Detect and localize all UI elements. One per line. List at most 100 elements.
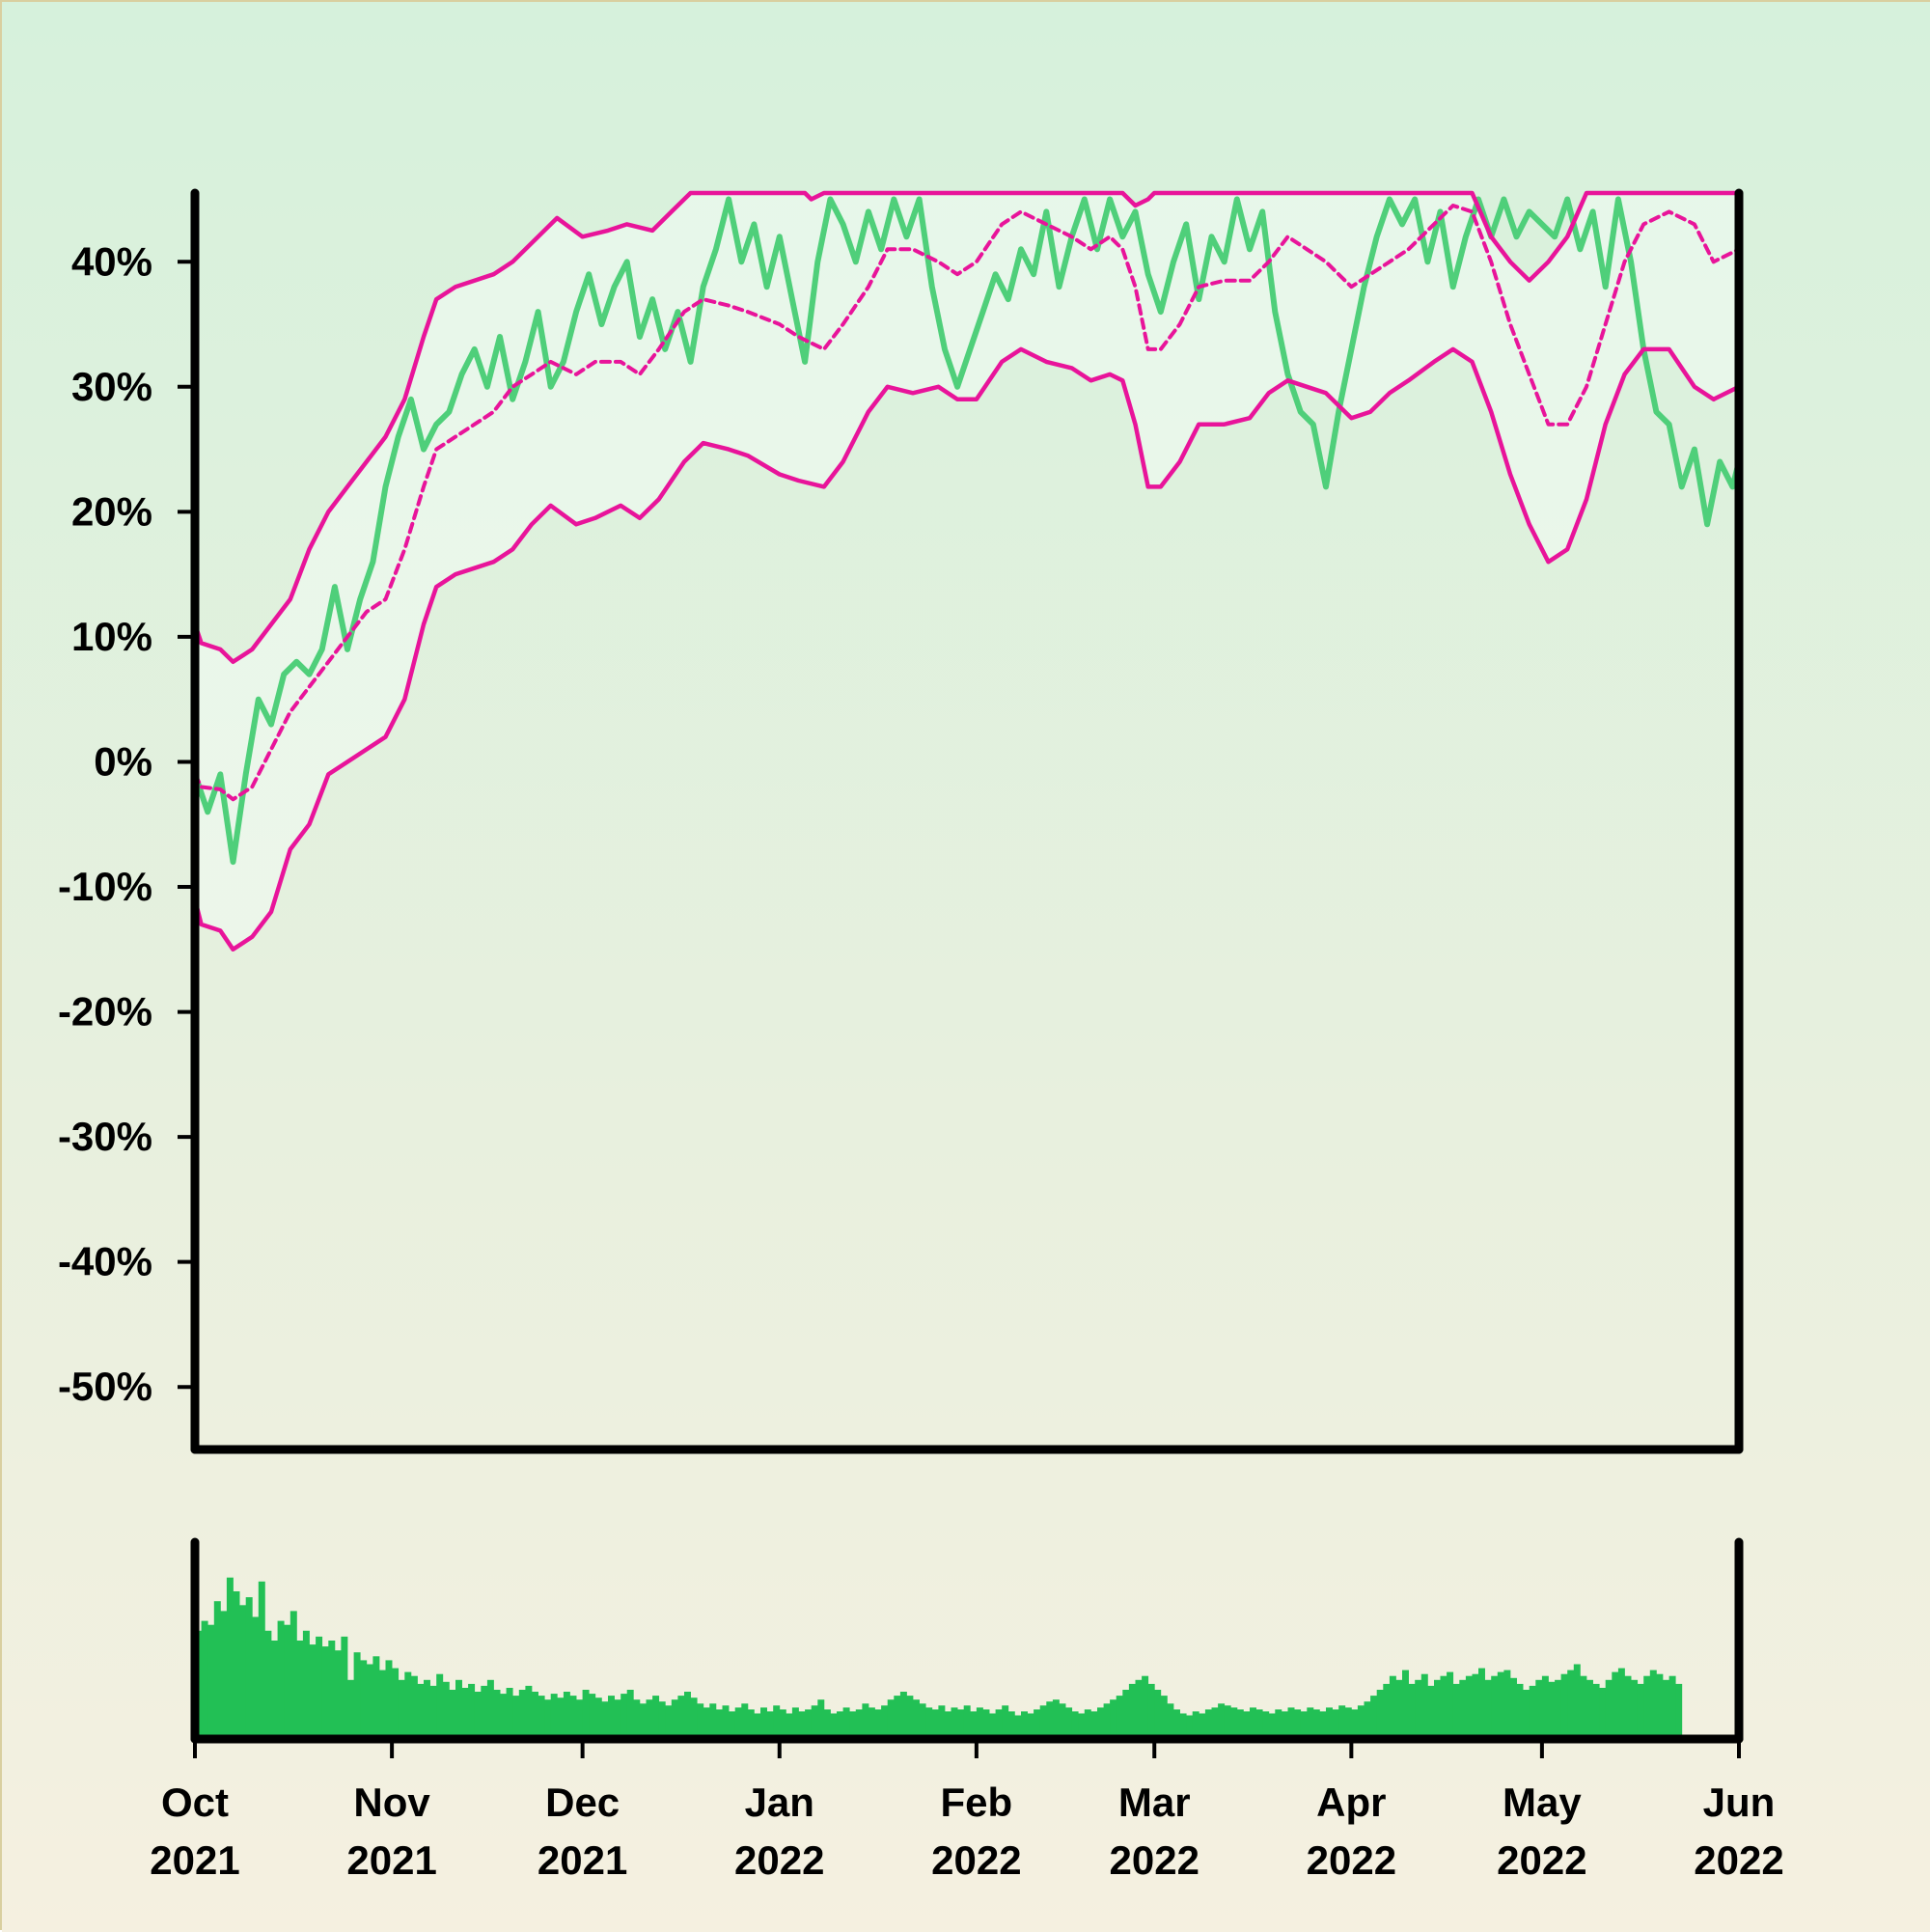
volume-bar bbox=[589, 1694, 596, 1739]
volume-bar bbox=[951, 1707, 958, 1739]
volume-bar bbox=[1110, 1699, 1117, 1739]
x-tick-label-year: 2022 bbox=[1694, 1837, 1783, 1883]
volume-bar bbox=[671, 1699, 678, 1739]
volume-bar bbox=[201, 1620, 208, 1739]
volume-bar bbox=[1224, 1705, 1231, 1739]
x-tick-label-month: Jun bbox=[1703, 1780, 1776, 1825]
volume-bar bbox=[1668, 1675, 1676, 1739]
volume-bar bbox=[791, 1707, 799, 1739]
volume-bar bbox=[563, 1692, 570, 1739]
x-tick-label-month: Nov bbox=[353, 1780, 430, 1825]
volume-bar bbox=[1491, 1675, 1499, 1739]
volume-bar bbox=[766, 1711, 774, 1739]
volume-bar bbox=[1447, 1671, 1454, 1739]
volume-bar bbox=[1351, 1709, 1359, 1739]
volume-bar bbox=[1555, 1679, 1562, 1739]
volume-bar bbox=[1021, 1711, 1028, 1739]
volume-bar bbox=[213, 1601, 221, 1739]
volume-bar bbox=[1656, 1673, 1664, 1739]
volume-bar bbox=[855, 1709, 863, 1739]
volume-bar bbox=[220, 1611, 228, 1739]
y-tick-label: 40% bbox=[71, 238, 152, 284]
volume-bar bbox=[1332, 1709, 1339, 1739]
volume-bar bbox=[429, 1685, 437, 1739]
volume-bar bbox=[372, 1656, 380, 1739]
volume-bar bbox=[1427, 1685, 1435, 1739]
volume-bar bbox=[1459, 1679, 1467, 1739]
volume-bar bbox=[1586, 1679, 1593, 1739]
volume-bar bbox=[741, 1703, 749, 1739]
volume-bar bbox=[1199, 1713, 1206, 1739]
volume-bar bbox=[296, 1641, 304, 1739]
volume-bar bbox=[665, 1705, 673, 1739]
volume-bar bbox=[207, 1624, 215, 1739]
volume-bar bbox=[734, 1707, 742, 1739]
volume-bar bbox=[1649, 1670, 1657, 1739]
volume-bar bbox=[798, 1711, 806, 1739]
volume-bar bbox=[913, 1699, 920, 1739]
volume-bar bbox=[842, 1707, 850, 1739]
volume-bar bbox=[1014, 1715, 1022, 1739]
volume-bar bbox=[1631, 1679, 1639, 1739]
volume-bar bbox=[1007, 1711, 1015, 1739]
x-tick-label-year: 2022 bbox=[1307, 1837, 1396, 1883]
volume-bar bbox=[786, 1713, 793, 1739]
volume-bar bbox=[1186, 1715, 1194, 1739]
y-tick-label: -20% bbox=[58, 989, 152, 1035]
volume-bar bbox=[881, 1705, 889, 1739]
volume-bar bbox=[1497, 1671, 1504, 1739]
band-fill bbox=[195, 193, 1739, 950]
x-tick-label-year: 2021 bbox=[150, 1837, 239, 1883]
volume-bar bbox=[1624, 1675, 1632, 1739]
volume-bar bbox=[1090, 1711, 1098, 1739]
volume-bar bbox=[468, 1683, 476, 1739]
volume-bar bbox=[245, 1597, 253, 1739]
volume-bar bbox=[601, 1701, 609, 1739]
volume-bar bbox=[874, 1709, 882, 1739]
volume-bar bbox=[1039, 1705, 1047, 1739]
price-line bbox=[195, 196, 1739, 866]
x-tick-label-month: May bbox=[1503, 1780, 1582, 1825]
volume-bar bbox=[1027, 1713, 1034, 1739]
volume-bar bbox=[1415, 1679, 1422, 1739]
lower-band-line bbox=[195, 346, 1739, 952]
volume-bar bbox=[1643, 1675, 1651, 1739]
volume-bar bbox=[963, 1705, 971, 1739]
price-panel bbox=[195, 190, 1739, 952]
volume-bar bbox=[404, 1671, 412, 1739]
volume-bar bbox=[455, 1679, 462, 1739]
volume-bar bbox=[576, 1699, 584, 1739]
y-tick-label: 20% bbox=[71, 488, 152, 534]
volume-bar bbox=[1312, 1709, 1320, 1739]
volume-bar bbox=[1573, 1664, 1581, 1739]
y-tick-label: -10% bbox=[58, 864, 152, 909]
volume-bar bbox=[1567, 1670, 1575, 1739]
volume-bar bbox=[1002, 1705, 1009, 1739]
volume-bar bbox=[264, 1630, 272, 1739]
volume-bar bbox=[341, 1636, 348, 1739]
volume-bar bbox=[722, 1705, 730, 1739]
volume-bar bbox=[1084, 1709, 1091, 1739]
volume-bar bbox=[823, 1709, 831, 1739]
volume-bar bbox=[894, 1696, 901, 1739]
volume-bar bbox=[957, 1709, 965, 1739]
volume-bar bbox=[258, 1581, 265, 1739]
volume-bar bbox=[684, 1692, 691, 1739]
volume-bar bbox=[378, 1670, 386, 1739]
volume-bar bbox=[449, 1690, 456, 1739]
volume-bar bbox=[1663, 1679, 1669, 1739]
volume-bar bbox=[1529, 1685, 1536, 1739]
volume-bar bbox=[474, 1692, 482, 1739]
volume-bar bbox=[1218, 1703, 1226, 1739]
volume-bar bbox=[347, 1679, 354, 1739]
x-tick-label-month: Jan bbox=[745, 1780, 814, 1825]
volume-bar bbox=[608, 1696, 615, 1739]
volume-bar bbox=[436, 1673, 444, 1739]
volume-bar bbox=[1287, 1707, 1295, 1739]
volume-bar bbox=[811, 1705, 818, 1739]
volume-bar bbox=[417, 1683, 425, 1739]
volume-bar bbox=[252, 1616, 260, 1739]
volume-bar bbox=[1523, 1690, 1530, 1739]
volume-bar bbox=[550, 1694, 558, 1739]
